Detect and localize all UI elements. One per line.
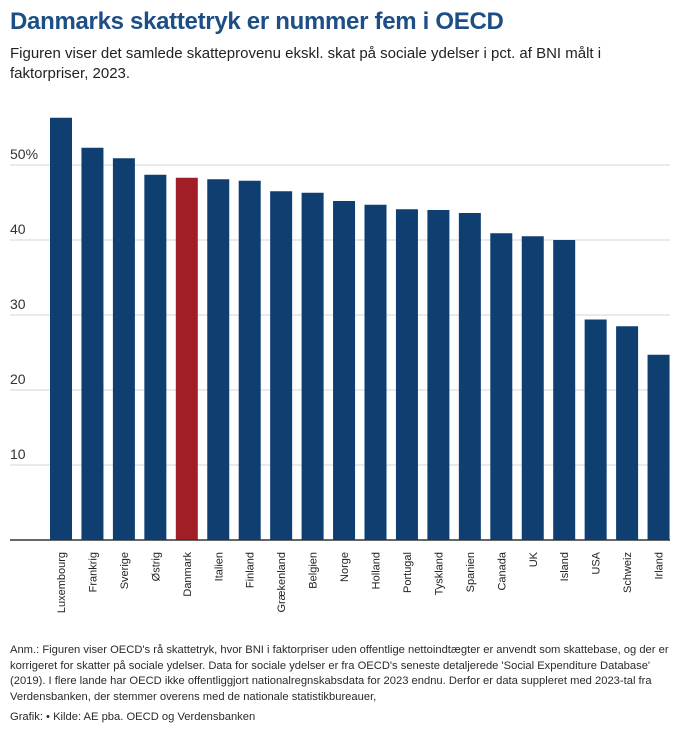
x-label-portugal: Portugal: [402, 552, 414, 593]
x-label-uk: UK: [528, 551, 540, 567]
bar-spanien: [458, 213, 481, 540]
x-label-canada: Canada: [496, 551, 508, 590]
y-axis-ticks: 10 20 30 40 50%: [10, 146, 38, 462]
bar-holland: [364, 204, 387, 540]
x-label-grækenland: Grækenland: [276, 552, 288, 613]
x-label-frankrig: Frankrig: [87, 552, 99, 592]
x-label-irland: Irland: [654, 552, 666, 580]
chart-subtitle: Figuren viser det samlede skatteprovenu …: [10, 45, 602, 82]
x-label-finland: Finland: [245, 552, 257, 588]
bar-østrig: [144, 174, 167, 540]
bar-frankrig: [81, 147, 104, 540]
y-tick-label-40: 40: [10, 221, 26, 237]
x-axis-labels: Luxembourg Frankrig Sverige Østrig Danmark It…: [56, 551, 666, 613]
bar-norge: [333, 201, 356, 540]
x-label-sverige: Sverige: [119, 552, 131, 589]
y-tick-label-20: 20: [10, 371, 26, 387]
y-tick-label-10: 10: [10, 446, 26, 462]
x-label-norge: Norge: [339, 552, 351, 582]
bar-tyskland: [427, 210, 450, 540]
bar-island: [553, 240, 576, 540]
x-label-tyskland: Tyskland: [433, 552, 445, 595]
source-credit: Grafik: • Kilde: AE pba. OECD og Verdens…: [10, 711, 256, 723]
bars: [50, 117, 670, 540]
bar-schweiz: [616, 326, 639, 540]
x-label-danmark: Danmark: [182, 552, 194, 597]
bar-usa: [584, 319, 607, 540]
chart-title: Danmarks skattetryk er nummer fem i OECD: [10, 8, 504, 35]
bar-irland: [647, 354, 670, 540]
y-tick-label-50: 50%: [10, 146, 38, 162]
x-label-schweiz: Schweiz: [622, 552, 634, 593]
x-label-italien: Italien: [213, 552, 225, 581]
bar-chart: 10 20 30 40 50% Luxembourg Frankrig Sverige Øst…: [10, 117, 670, 613]
bar-finland: [238, 180, 261, 540]
bar-canada: [490, 233, 513, 540]
x-label-usa: USA: [591, 551, 603, 574]
x-label-spanien: Spanien: [465, 552, 477, 592]
bar-sverige: [112, 158, 135, 540]
bar-uk: [521, 236, 544, 540]
bar-italien: [207, 179, 230, 540]
x-label-belgien: Belgien: [308, 552, 320, 589]
bar-luxembourg: [50, 117, 72, 540]
y-tick-label-30: 30: [10, 296, 26, 312]
bar-danmark: [175, 177, 198, 540]
bar-portugal: [395, 209, 418, 540]
x-label-østrig: Østrig: [150, 552, 162, 581]
x-label-luxembourg: Luxembourg: [56, 552, 68, 613]
bar-belgien: [301, 192, 324, 540]
x-label-holland: Holland: [371, 552, 383, 589]
bar-grækenland: [270, 191, 293, 540]
footnote: Anm.: Figuren viser OECD's rå skattetryk…: [10, 644, 669, 703]
x-label-island: Island: [559, 552, 571, 581]
